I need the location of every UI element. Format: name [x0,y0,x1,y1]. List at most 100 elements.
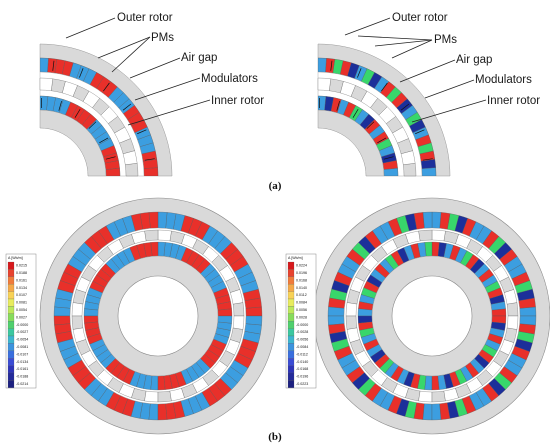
right-legend-swatch [287,284,295,292]
modulator-segment [418,390,433,403]
modulator-segment [403,163,417,177]
right-legend: A [Wb/m] 0.0224 0.0196 0.0168 0.0140 0.0112 0… [285,253,317,389]
magnetization-arrow [377,137,387,144]
right-legend-swatch [287,321,295,329]
outer-pm-segment [148,403,159,421]
magnetization-arrow [415,129,425,135]
right-legend-swatch [287,328,295,337]
label-inner-rotor: Inner rotor [211,95,264,107]
right-legend-tick: -0.0223 [296,382,308,386]
outer-pm-segment [317,57,327,73]
magnetization-arrow [79,68,84,78]
left-legend-swatch [7,284,15,292]
right-quarter-section [317,43,451,177]
right-quarter-callouts: Outer rotor PMs Air gap Modulators Inner… [344,12,540,123]
magnetization-arrow [381,82,388,92]
label-air-gap: Air gap [181,52,217,64]
magnetization-arrow [52,60,55,71]
right-legend-tick: 0.0224 [296,264,307,268]
modulator-segment [144,390,159,403]
left-legend-tick: 0.0027 [16,315,27,319]
right-legend-swatch [287,372,295,381]
outer-pm-segment [148,211,159,229]
left-legend-swatch [7,298,15,307]
label-outer-rotor: Outer rotor [117,12,173,24]
inner-pm-segment [217,315,233,324]
right-legend-swatch [287,365,295,374]
left-legend-swatch [7,365,15,374]
right-legend-swatch [287,380,295,388]
right-legend-tick: -0.0196 [296,375,308,379]
left-legend-swatch [7,350,15,359]
left-quarter-section [39,43,173,177]
left-legend-swatch [7,328,15,337]
left-legend-tick: -0.0081 [16,345,28,349]
magnetization-arrow [366,121,375,129]
label-inner-rotor-right: Inner rotor [487,95,540,107]
inner-pm-segment [357,308,373,317]
outer-pm-segment [422,211,433,229]
modulator-segment [418,229,433,242]
outer-pm-segment [245,306,263,317]
right-legend-tick: 0.0196 [296,271,307,275]
inner-pm-segment [491,315,507,324]
left-legend-tick: 0.0054 [16,308,27,312]
label-modulators-right: Modulators [475,74,532,86]
caption-b: (b) [268,431,282,443]
outer-pm-segment [422,403,433,421]
left-legend-tick: 0.0107 [16,293,27,297]
outer-pm-segment [519,315,537,326]
magnetization-arrow [352,108,359,118]
magnetization-arrow [336,100,340,111]
right-legend-swatch [287,335,295,344]
inner-rotor-iron [317,109,385,177]
caption-a: (a) [269,180,282,192]
modulator-segment [317,77,331,91]
left-legend-tick: 0.0134 [16,286,27,290]
left-legend-swatch [7,291,15,300]
left-legend-tick: -0.0107 [16,352,28,356]
right-legend-tick: -0.0168 [296,367,308,371]
right-legend-swatch [287,276,295,285]
shaft-bore [117,275,199,357]
right-legend-swatch [287,313,295,322]
magnetization-arrow [99,137,109,144]
modulator-segment [506,302,519,317]
left-legend-swatch [7,372,15,381]
magnetization-arrow [88,121,97,129]
outer-pm-segment [53,306,71,317]
magnetization-arrow [74,108,81,118]
right-legend-tick: -0.0028 [296,330,308,334]
left-legend-tick: -0.0134 [16,360,28,364]
left-legend-swatch [7,335,15,344]
modulator-segment [345,315,358,330]
outer-pm-segment [39,57,49,73]
modulator-segment [144,229,159,242]
magnetization-arrow [144,158,155,161]
outer-pm-segment [421,167,437,177]
modulator-segment [431,229,446,242]
magnetization-arrow [58,100,62,111]
left-legend-tick: -0.0214 [16,382,28,386]
right-legend-tick: 0.0140 [296,286,307,290]
outer-pm-segment [245,315,263,326]
modulator-segment [71,315,84,330]
right-legend-tick: -0.0084 [296,345,308,349]
left-legend-tick: -0.0188 [16,375,28,379]
outer-pm-segment [327,315,345,326]
inner-pm-segment [150,375,159,391]
right-legend-tick: -0.0056 [296,338,308,342]
inner-rotor-iron [39,109,107,177]
left-legend-title: A [Wb/m] [8,256,23,260]
right-field-plot [313,197,550,435]
left-legend-swatch [7,321,15,329]
right-legend-tick: 0.0084 [296,301,307,305]
left-field-plot [39,197,277,435]
left-legend-tick: -0.0161 [16,367,28,371]
inner-pm-segment [157,241,166,257]
outer-pm-segment [431,403,442,421]
right-legend-tick: 0.0028 [296,315,307,319]
left-quarter-callouts: Outer rotor PMs Air gap Modulators Inner… [65,12,264,126]
magnetization-arrow [137,129,147,135]
